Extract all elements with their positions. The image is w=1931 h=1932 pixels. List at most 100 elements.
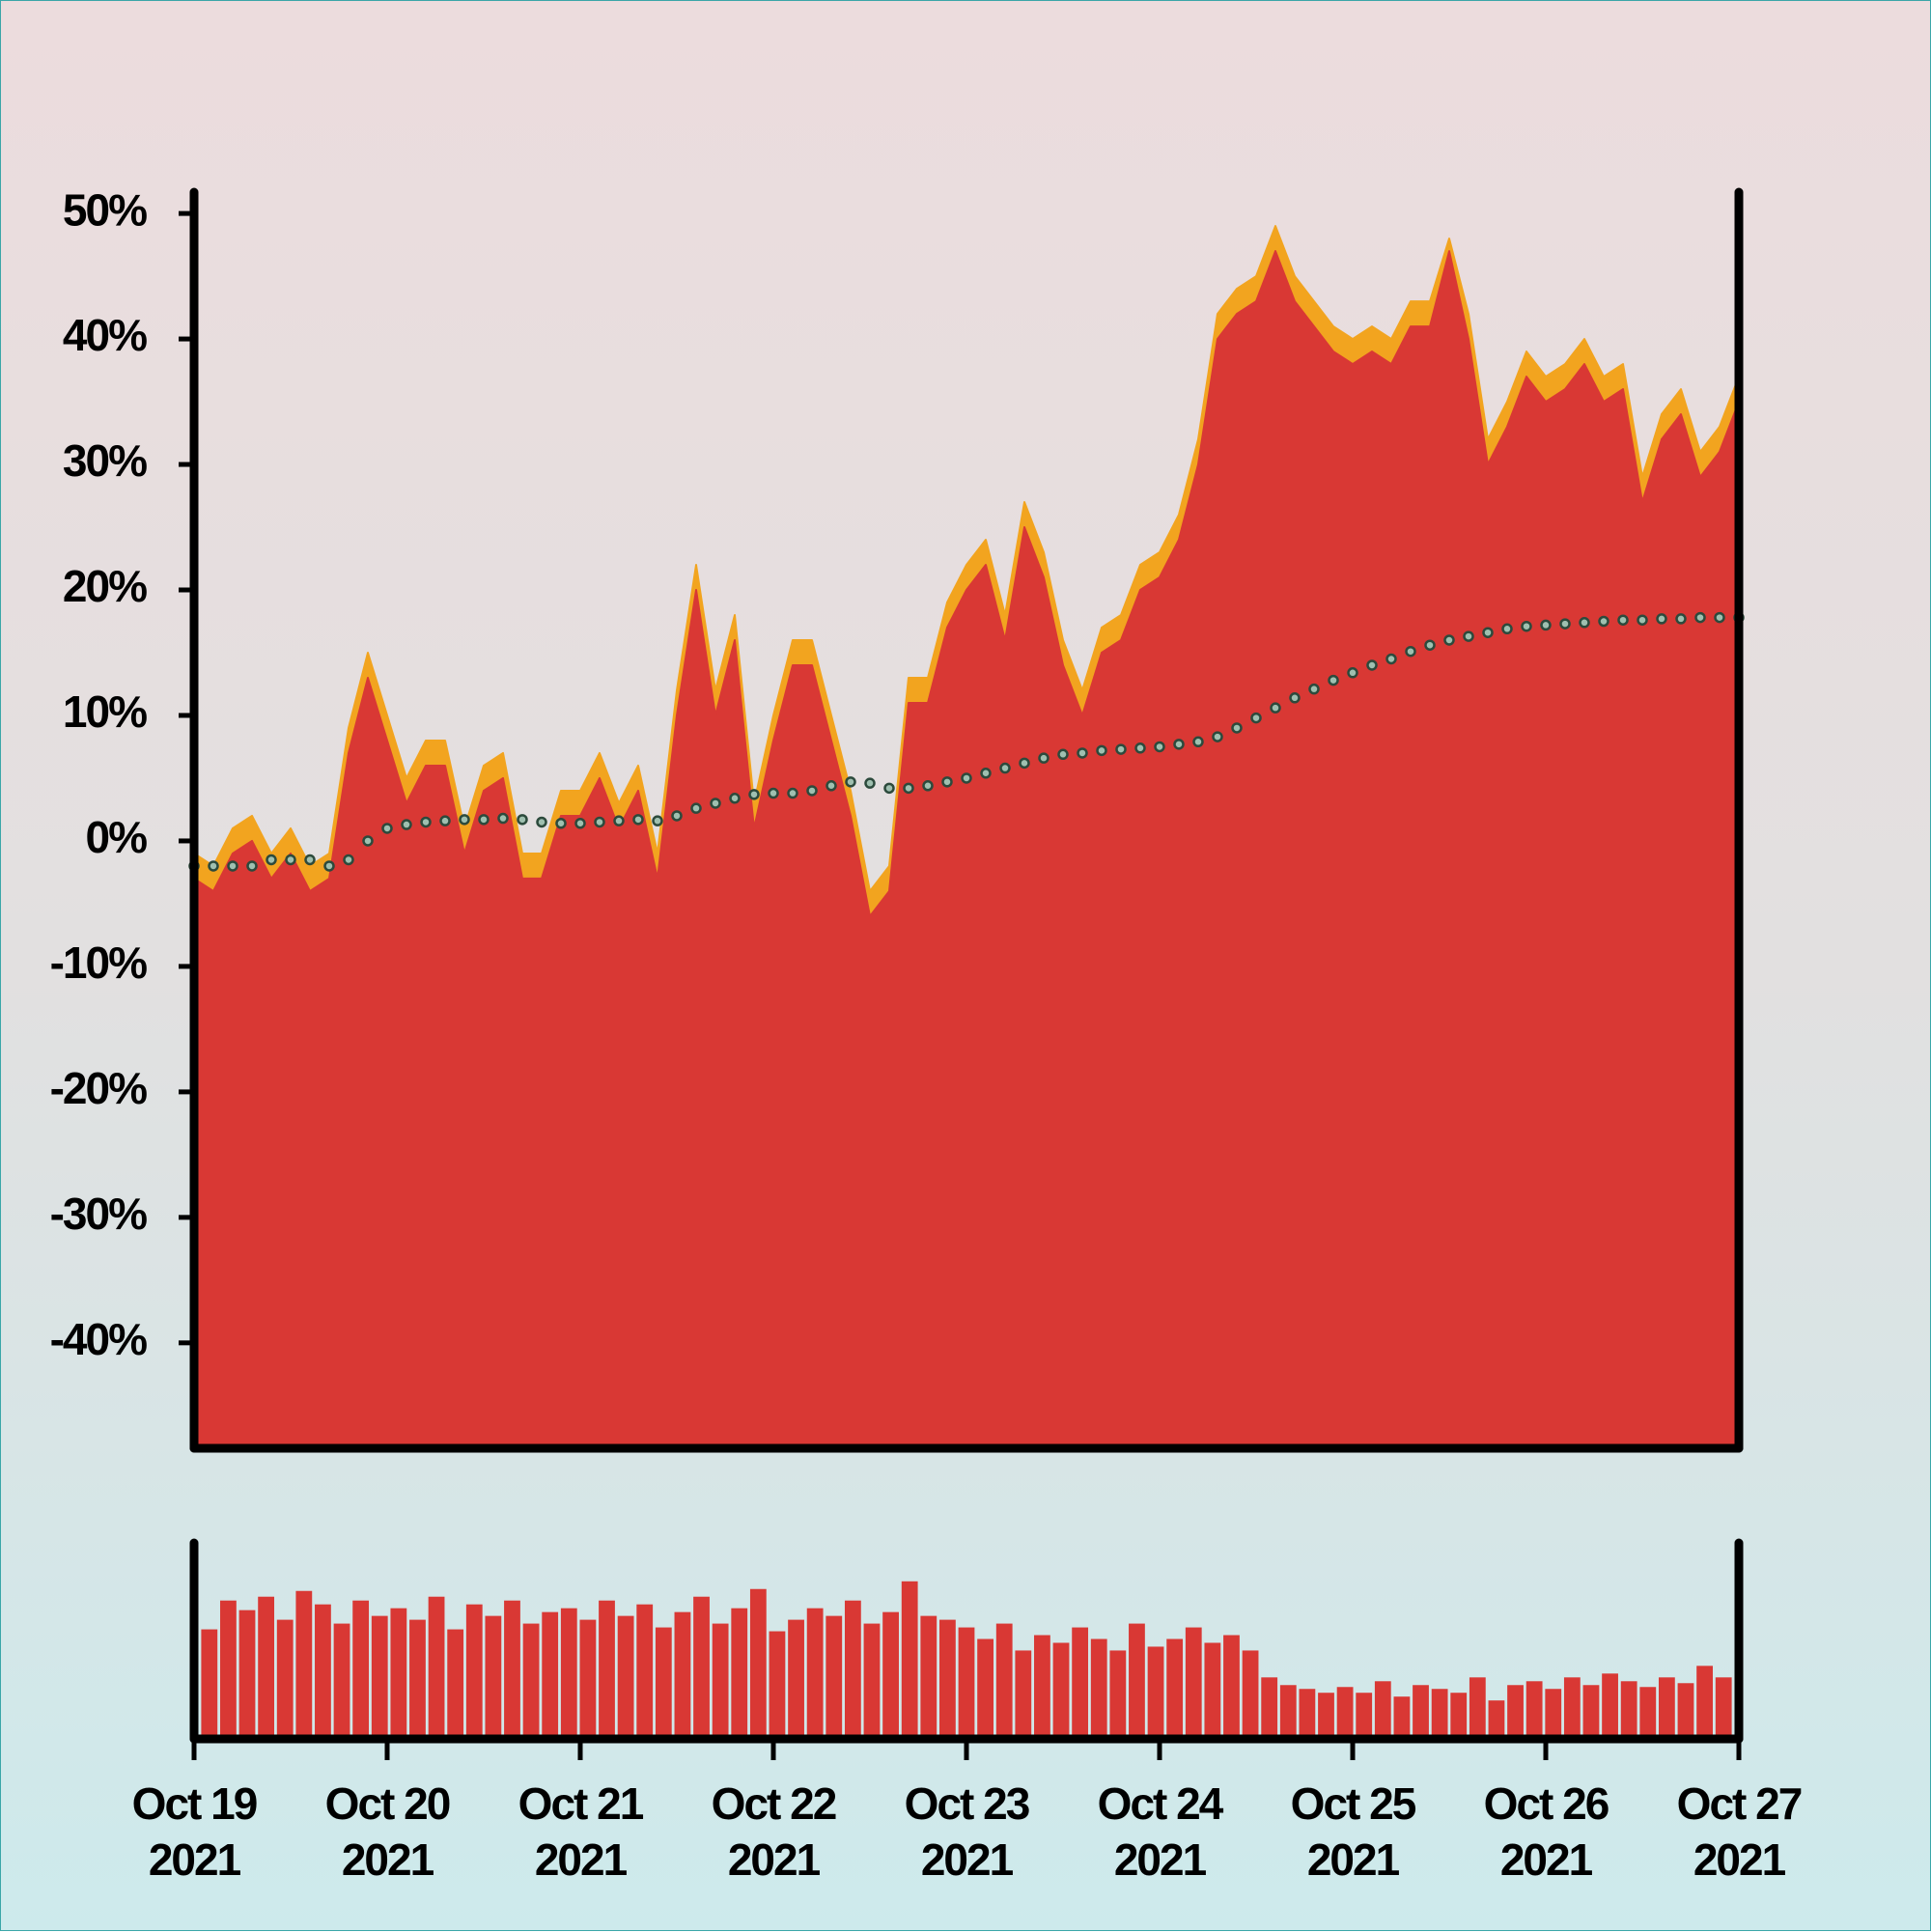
- volume-bar: [447, 1629, 464, 1735]
- moving-average-dot: [459, 814, 470, 826]
- moving-average-dot: [1482, 627, 1494, 638]
- volume-bar: [1356, 1693, 1373, 1735]
- x-tick-label: Oct 23 2021: [904, 1778, 1031, 1885]
- moving-average-dot: [1521, 620, 1532, 632]
- volume-bar: [1696, 1666, 1713, 1735]
- volume-bar: [1563, 1677, 1581, 1735]
- moving-average-dot: [883, 782, 895, 795]
- moving-average-dot: [1115, 743, 1127, 755]
- moving-average-dot: [1579, 617, 1590, 629]
- y-tick-label: 20%: [63, 561, 147, 611]
- volume-bar: [693, 1596, 710, 1735]
- y-tick-label: 0%: [86, 812, 148, 862]
- moving-average-dot: [1501, 623, 1513, 635]
- volume-bar: [1129, 1623, 1145, 1735]
- volume-bar: [655, 1627, 672, 1735]
- moving-average-dot: [1463, 630, 1474, 642]
- volume-bar: [409, 1619, 426, 1735]
- x-tick-label: Oct 25 2021: [1290, 1778, 1417, 1885]
- moving-average-dot: [246, 860, 258, 872]
- moving-average-dot: [1675, 613, 1687, 625]
- volume-bar: [1185, 1627, 1202, 1735]
- volume-bar: [201, 1629, 218, 1735]
- moving-average-dot: [922, 780, 934, 792]
- x-tick-label: Oct 26 2021: [1483, 1778, 1610, 1885]
- moving-average-dot: [208, 860, 219, 872]
- volume-bar: [806, 1608, 824, 1735]
- moving-average-dot: [1077, 747, 1088, 759]
- volume-bar: [295, 1590, 313, 1735]
- volume-bar: [560, 1608, 577, 1735]
- volume-bar: [674, 1611, 691, 1735]
- moving-average-dot: [1637, 614, 1648, 626]
- volume-bar: [788, 1619, 804, 1735]
- volume-bar: [617, 1615, 634, 1735]
- moving-average-dot: [401, 819, 412, 830]
- moving-average-dot: [1559, 618, 1571, 630]
- x-tick-label: Oct 21 2021: [518, 1778, 645, 1885]
- moving-average-dot: [1038, 752, 1049, 764]
- volume-bar: [1279, 1685, 1297, 1735]
- moving-average-dot: [941, 776, 953, 788]
- moving-average-dot: [632, 814, 644, 826]
- volume-bar: [390, 1608, 407, 1735]
- x-tick-label: Oct 19 2021: [131, 1778, 259, 1885]
- volume-bar: [1582, 1685, 1600, 1735]
- moving-average-dot: [1347, 667, 1358, 679]
- volume-bar: [1715, 1677, 1732, 1735]
- volume-bar: [1261, 1677, 1278, 1735]
- moving-average-dot: [1385, 653, 1397, 665]
- volume-bar: [636, 1604, 654, 1735]
- moving-average-dot: [439, 815, 451, 826]
- volume-bar: [1507, 1685, 1524, 1735]
- volume-bar: [1450, 1693, 1468, 1735]
- x-tick-label: Oct 24 2021: [1097, 1778, 1224, 1885]
- moving-average-dot: [980, 768, 992, 779]
- volume-bar: [333, 1623, 350, 1735]
- moving-average-dot: [1096, 744, 1107, 757]
- volume-bar: [901, 1581, 918, 1735]
- moving-average-dot: [729, 793, 741, 804]
- volume-bar: [1374, 1681, 1391, 1735]
- moving-average-dot: [1270, 702, 1281, 714]
- volume-bar: [315, 1604, 331, 1735]
- volume-bar: [1090, 1638, 1107, 1735]
- volume-bar: [485, 1615, 502, 1735]
- moving-average-dot: [1443, 634, 1455, 646]
- y-tick-label: 40%: [63, 310, 147, 360]
- volume-bar: [1166, 1638, 1184, 1735]
- volume-bar: [1677, 1683, 1694, 1735]
- moving-average-dot: [517, 814, 528, 826]
- volume-bar: [220, 1600, 237, 1735]
- moving-average-dot: [787, 787, 798, 799]
- moving-average-dot: [1173, 739, 1185, 750]
- moving-average-dot: [285, 854, 296, 866]
- moving-average-dot: [555, 817, 567, 829]
- moving-average-dot: [999, 762, 1011, 774]
- volume-bar: [826, 1615, 843, 1735]
- volume-bar: [1393, 1696, 1411, 1735]
- volume-bar: [1015, 1650, 1032, 1735]
- volume-bar: [939, 1619, 956, 1735]
- volume-bar: [1242, 1650, 1259, 1735]
- moving-average-dot: [864, 777, 876, 789]
- volume-bar: [769, 1631, 786, 1735]
- moving-average-dot: [690, 802, 702, 814]
- moving-average-dot: [227, 860, 238, 872]
- moving-average-dot: [1540, 619, 1552, 631]
- volume-bar: [882, 1611, 899, 1735]
- volume-bar: [1525, 1681, 1543, 1735]
- moving-average-dot: [1694, 611, 1706, 624]
- moving-average-dot: [420, 816, 432, 828]
- moving-average-dot: [1154, 741, 1165, 753]
- moving-average-dot: [1656, 613, 1667, 625]
- moving-average-dot: [478, 814, 490, 826]
- volume-bar: [428, 1596, 445, 1735]
- moving-average-dot: [903, 782, 914, 795]
- volume-bar: [579, 1619, 597, 1735]
- volume-bar: [599, 1600, 615, 1735]
- moving-average-dot: [961, 772, 972, 784]
- moving-average-dot: [323, 860, 335, 872]
